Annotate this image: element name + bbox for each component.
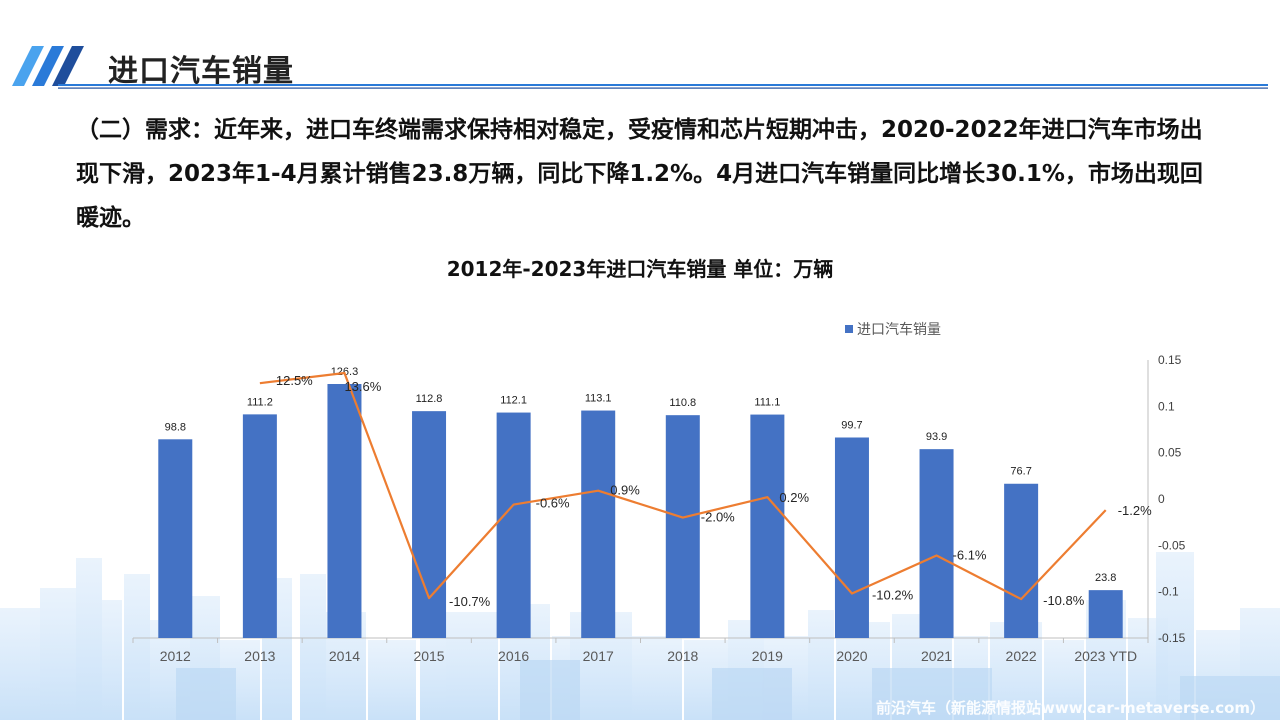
line-value-label: -10.2% [872, 588, 914, 603]
bar-2015 [412, 411, 447, 638]
x-tick-label: 2021 [921, 648, 952, 664]
x-tick-label: 2018 [667, 648, 698, 664]
y2-tick-label: 0.15 [1158, 353, 1182, 367]
growth-line [259, 371, 1107, 601]
bar-2018 [665, 415, 700, 638]
x-tick-label: 2016 [498, 648, 529, 664]
bar-value-label: 23.8 [1095, 572, 1116, 584]
line-value-label: -10.7% [449, 594, 491, 609]
x-tick-label: 2013 [244, 648, 275, 664]
bar-value-label: 111.2 [247, 396, 273, 408]
legend-swatch-bar [845, 325, 853, 333]
line-value-label: -0.6% [536, 496, 570, 511]
chart-legend: 进口汽车销量 [845, 319, 941, 339]
header-stripes-icon [12, 46, 84, 86]
bar-value-label: 99.7 [841, 419, 862, 431]
line-value-label: -6.1% [953, 548, 987, 563]
x-tick-label: 2023 YTD [1074, 648, 1137, 664]
x-tick-label: 2019 [752, 648, 783, 664]
line-value-label: 0.2% [779, 490, 809, 505]
bar-2016 [496, 412, 531, 638]
x-tick-label: 2015 [413, 648, 444, 664]
bar-2019 [750, 414, 785, 638]
line-value-label: 12.5% [276, 373, 313, 388]
bar-value-label: 112.1 [500, 395, 527, 407]
bar-value-label: 98.8 [165, 421, 186, 433]
bar-2017 [581, 410, 616, 638]
y2-tick-label: -0.05 [1158, 538, 1186, 552]
bar-value-label: 113.1 [585, 393, 612, 405]
x-tick-label: 2020 [836, 648, 867, 664]
bar-2020 [834, 437, 869, 638]
line-value-label: 0.9% [610, 483, 640, 498]
bar-2021 [919, 449, 954, 638]
x-tick-label: 2022 [1006, 648, 1037, 664]
bar-value-label: 111.1 [754, 397, 780, 409]
bar-value-label: 76.7 [1010, 466, 1031, 478]
bar-value-label: 93.9 [926, 431, 947, 443]
bar-2012 [158, 439, 193, 638]
y2-tick-label: 0 [1158, 492, 1165, 506]
slide-title: 进口汽车销量 [108, 54, 294, 89]
bar-2023 YTD [1088, 590, 1123, 638]
y2-tick-label: 0.05 [1158, 446, 1182, 460]
bar-value-label: 110.8 [669, 397, 696, 409]
bar-value-label: 112.8 [416, 393, 443, 405]
line-value-label: -2.0% [701, 510, 735, 525]
bar-2013 [242, 414, 277, 638]
title-underline [58, 84, 1268, 89]
y2-tick-label: -0.1 [1158, 585, 1179, 599]
x-tick-label: 2014 [329, 648, 360, 664]
line-value-label: 13.6% [344, 379, 381, 394]
x-tick-label: 2017 [583, 648, 614, 664]
legend-label-sales: 进口汽车销量 [857, 322, 941, 338]
body-paragraph: （二）需求：近年来，进口车终端需求保持相对稳定，受疫情和芯片短期冲击，2020-… [76, 117, 1203, 231]
bar-2014 [327, 384, 362, 638]
line-value-label: -10.8% [1043, 593, 1085, 608]
bar-2022 [1004, 483, 1039, 638]
watermark: 前沿汽车（新能源情报站www.car-metaverse.com） [876, 699, 1266, 717]
x-tick-label: 2012 [160, 648, 191, 664]
chart-title: 2012年-2023年进口汽车销量 单位：万辆 [446, 257, 834, 281]
y2-tick-label: -0.15 [1158, 631, 1186, 645]
line-value-label: -1.2% [1118, 503, 1152, 518]
y2-tick-label: 0.1 [1158, 399, 1175, 413]
